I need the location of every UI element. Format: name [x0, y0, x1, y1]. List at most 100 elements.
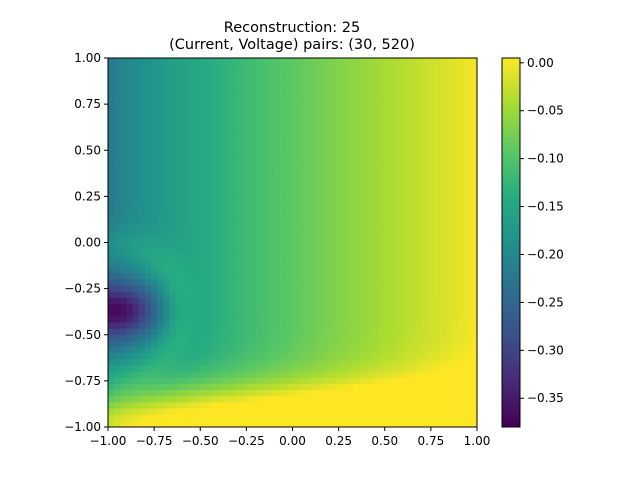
heatmap-cell	[458, 211, 466, 219]
heatmap-cell	[452, 359, 459, 366]
heatmap-cell	[372, 285, 379, 293]
heatmap-cell	[317, 267, 324, 274]
heatmap-cell	[464, 334, 472, 342]
heatmap-cell	[360, 64, 367, 71]
heatmap-cell	[446, 390, 453, 397]
heatmap-cell	[464, 408, 472, 416]
heatmap-cell	[243, 156, 250, 163]
heatmap-cell	[378, 193, 386, 200]
heatmap-cell	[310, 353, 318, 360]
heatmap-cell	[347, 414, 355, 422]
heatmap-cell	[132, 408, 140, 416]
heatmap-cell	[286, 144, 293, 151]
heatmap-cell	[224, 211, 232, 219]
heatmap-cell	[390, 408, 398, 416]
heatmap-cell	[175, 334, 183, 342]
heatmap-cell	[366, 150, 373, 157]
heatmap-cell	[200, 316, 207, 323]
heatmap-cell	[181, 267, 189, 274]
heatmap-cell	[298, 297, 306, 305]
heatmap-cell	[132, 236, 140, 243]
heatmap-cell	[267, 70, 275, 77]
heatmap-cell	[243, 279, 250, 286]
heatmap-cell	[292, 340, 300, 348]
heatmap-cell	[218, 137, 226, 145]
heatmap-cell	[169, 199, 177, 206]
heatmap-cell	[329, 230, 336, 237]
heatmap-cell	[409, 408, 416, 416]
heatmap-cell	[298, 383, 306, 391]
heatmap-cell	[274, 285, 281, 293]
heatmap-cell	[440, 402, 447, 409]
heatmap-cell	[421, 82, 429, 90]
heatmap-cell	[378, 353, 386, 360]
heatmap-cell	[255, 334, 263, 342]
heatmap-cell	[433, 316, 441, 323]
heatmap-cell	[390, 150, 398, 157]
heatmap-cell	[464, 156, 472, 163]
heatmap-cell	[267, 322, 275, 329]
heatmap-cell	[347, 291, 355, 299]
heatmap-cell	[458, 334, 466, 342]
heatmap-cell	[341, 383, 349, 391]
heatmap-cell	[329, 131, 336, 139]
heatmap-cell	[212, 199, 220, 206]
heatmap-cell	[218, 242, 226, 250]
heatmap-cell	[157, 82, 164, 90]
heatmap-cell	[427, 359, 435, 366]
heatmap-cell	[194, 162, 201, 170]
heatmap-cell	[255, 304, 263, 311]
heatmap-cell	[341, 328, 349, 336]
heatmap-cell	[163, 408, 170, 416]
heatmap-cell	[206, 168, 213, 176]
heatmap-cell	[194, 254, 201, 262]
heatmap-cell	[286, 322, 293, 329]
heatmap-cell	[415, 217, 423, 225]
heatmap-cell	[421, 310, 429, 317]
heatmap-cell	[384, 377, 392, 385]
heatmap-cell	[194, 273, 201, 280]
heatmap-cell	[255, 371, 263, 379]
heatmap-cell	[452, 131, 459, 139]
heatmap-cell	[452, 365, 459, 373]
heatmap-cell	[427, 230, 435, 237]
heatmap-cell	[323, 248, 330, 256]
heatmap-cell	[310, 107, 318, 114]
heatmap-cell	[304, 267, 312, 274]
heatmap-cell	[341, 340, 349, 348]
heatmap-cell	[446, 273, 453, 280]
heatmap-cell	[470, 64, 478, 71]
heatmap-cell	[464, 230, 472, 237]
heatmap-cell	[132, 353, 140, 360]
heatmap-cell	[231, 88, 238, 96]
heatmap-cell	[366, 217, 373, 225]
heatmap-cell	[187, 383, 195, 391]
heatmap-cell	[163, 322, 170, 329]
heatmap-cell	[114, 420, 121, 428]
heatmap-cell	[218, 211, 226, 219]
heatmap-cell	[440, 285, 447, 293]
heatmap-cell	[403, 193, 410, 200]
heatmap-cell	[212, 267, 220, 274]
heatmap-cell	[187, 125, 195, 133]
heatmap-cell	[261, 304, 269, 311]
heatmap-cell	[206, 101, 213, 108]
heatmap-cell	[218, 58, 226, 65]
heatmap-cell	[286, 187, 293, 194]
heatmap-cell	[175, 125, 183, 133]
heatmap-cell	[157, 390, 164, 397]
heatmap-cell	[470, 205, 478, 213]
heatmap-cell	[126, 131, 133, 139]
heatmap-cell	[403, 248, 410, 256]
heatmap-cell	[243, 162, 250, 170]
heatmap-cell	[169, 408, 177, 416]
heatmap-cell	[261, 168, 269, 176]
heatmap-cell	[452, 260, 459, 268]
heatmap-cell	[323, 310, 330, 317]
heatmap-cell	[200, 267, 207, 274]
heatmap-cell	[243, 365, 250, 373]
heatmap-cell	[329, 267, 336, 274]
heatmap-cell	[231, 107, 238, 114]
heatmap-cell	[181, 58, 189, 65]
heatmap-cell	[194, 359, 201, 366]
